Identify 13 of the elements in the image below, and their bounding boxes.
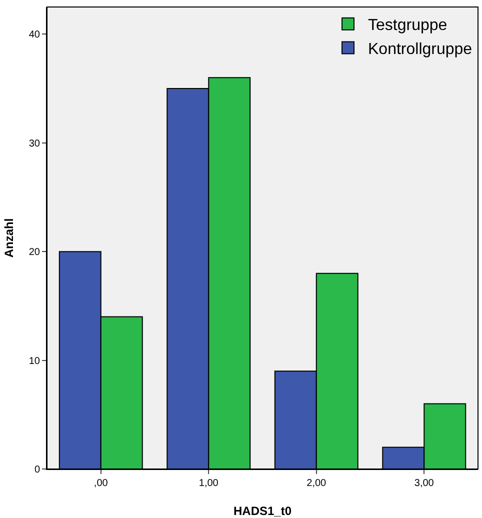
x-tick-label: 3,00 [414, 478, 434, 489]
x-tick-label: 1,00 [198, 478, 219, 489]
y-tick-label: 40 [28, 30, 40, 41]
x-axis-title: HADS1_t0 [233, 504, 292, 518]
x-tick-label: ,00 [94, 478, 108, 489]
legend-label: Testgruppe [368, 17, 448, 34]
y-tick-label: 0 [34, 464, 40, 476]
y-tick-label: 20 [28, 247, 40, 258]
x-tick-label: 2,00 [306, 478, 327, 489]
y-tick-label: 30 [28, 138, 40, 150]
y-tick-label: 10 [28, 356, 40, 367]
y-axis-title: Anzahl [2, 218, 16, 258]
legend-label: Kontrollgruppe [368, 40, 472, 58]
